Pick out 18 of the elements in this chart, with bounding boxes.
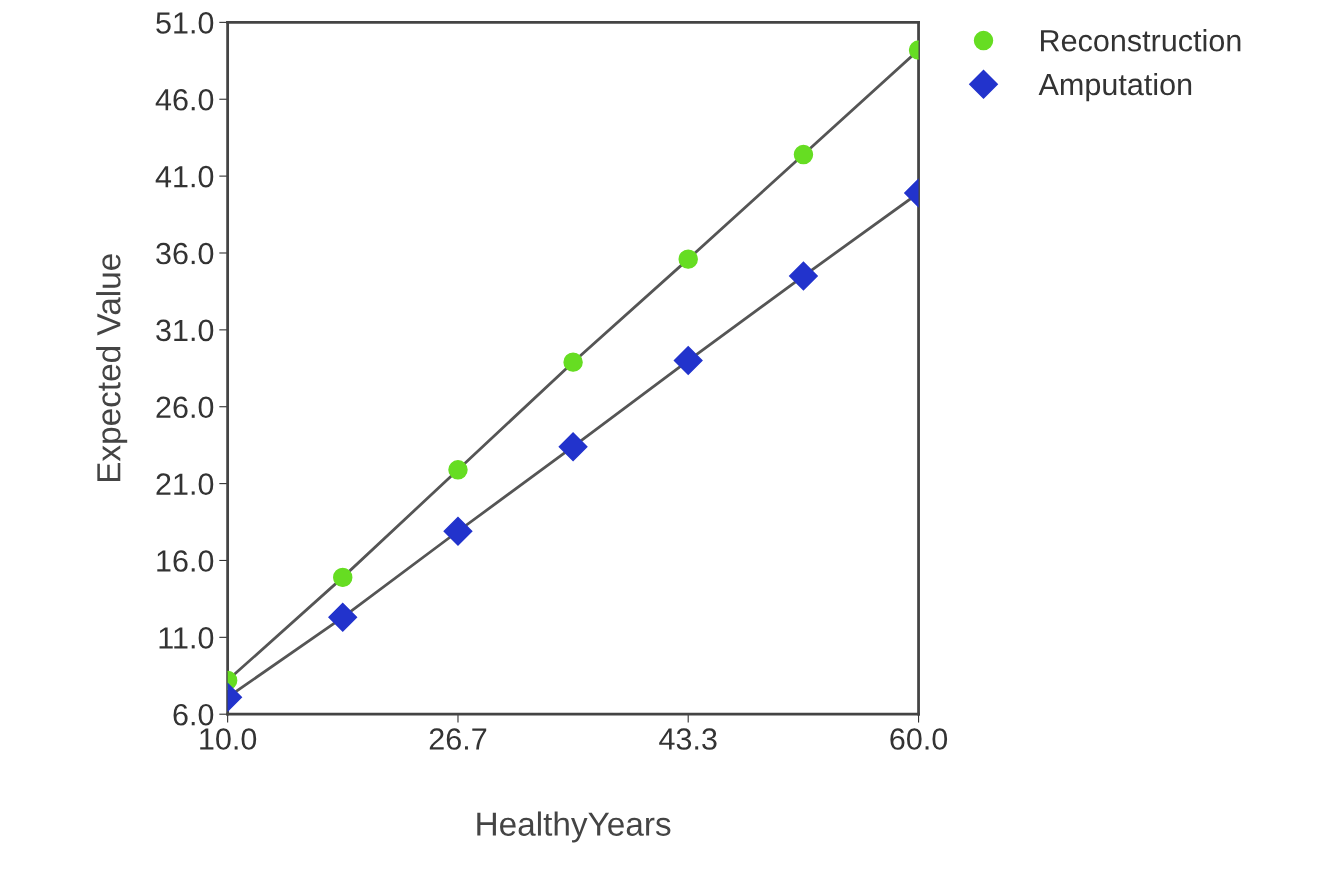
x-tick-label: 60.0 [890,728,948,750]
y-tick-label: 31.0 [156,319,214,342]
x-axis-title: HealthyYears [477,811,671,843]
x-tick-label: 43.3 [659,728,717,750]
y-tick-label: 36.0 [156,242,214,265]
y-tick-label: 6.0 [173,703,214,726]
x-tick-label: 26.7 [429,728,487,750]
y-tick-label: 21.0 [156,473,214,495]
y-tick-label: 16.0 [157,550,214,572]
y-tick-label: 11.0 [159,627,214,649]
y-axis-title: Expected Value [96,254,128,482]
x-tick-label: 10.0 [200,728,257,750]
legend-label: Reconstruction [1041,29,1241,52]
legend-label: Amputation [1038,72,1192,102]
y-tick-label: 41.0 [155,165,214,188]
y-tick-label: 46.0 [155,88,214,111]
y-tick-label: 26.0 [156,396,214,419]
y-tick-label: 51.0 [156,12,214,34]
